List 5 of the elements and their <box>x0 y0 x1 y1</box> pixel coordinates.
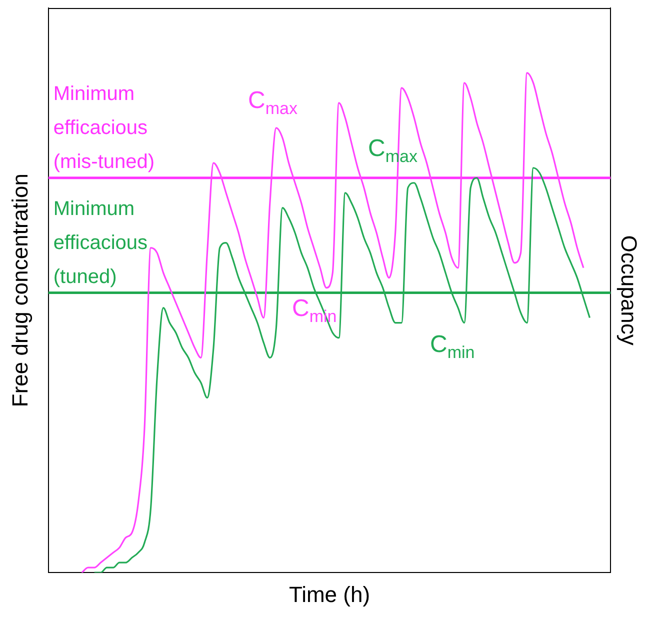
x-axis-title: Time (h) <box>288 582 370 607</box>
y-axis-title: Free drug concentration <box>7 174 32 408</box>
ref-line-label: Minimum efficacious (tuned) <box>53 198 148 288</box>
ref-line-label: Minimum efficacious (mis-tuned) <box>53 82 155 173</box>
y2-axis-title: Occupancy <box>616 235 642 346</box>
